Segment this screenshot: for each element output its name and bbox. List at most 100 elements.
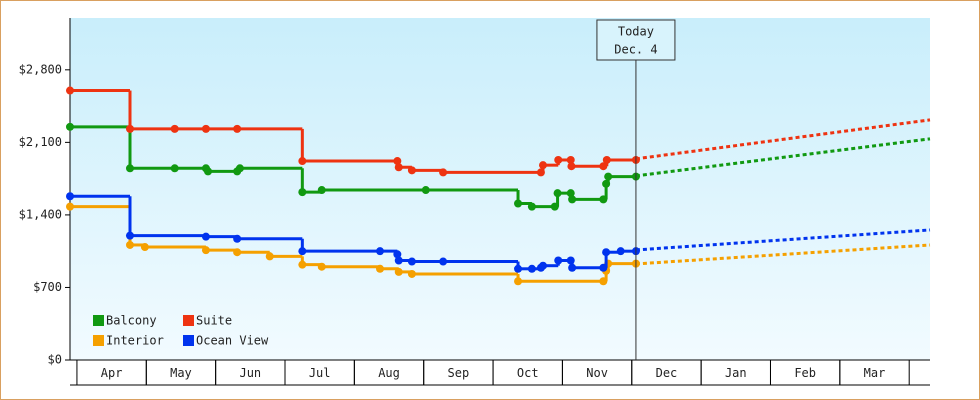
price-point xyxy=(140,243,149,252)
price-point xyxy=(514,199,523,208)
price-point xyxy=(407,257,416,266)
price-point xyxy=(125,231,134,240)
price-point xyxy=(599,162,608,171)
today-label: Today xyxy=(618,25,654,39)
forecast-line xyxy=(635,118,931,161)
price-point xyxy=(394,267,403,276)
price-point xyxy=(298,157,307,166)
price-point xyxy=(66,192,74,201)
price-point xyxy=(125,164,134,173)
price-point xyxy=(66,122,74,131)
price-point xyxy=(233,248,242,257)
y-tick-label: $2,800 xyxy=(19,62,62,76)
price-point xyxy=(527,202,536,211)
price-point xyxy=(317,186,326,195)
price-point xyxy=(602,248,611,257)
price-point xyxy=(66,86,74,95)
price-point xyxy=(170,164,179,173)
today-label: Dec. 4 xyxy=(614,43,657,57)
x-tick-label: Nov xyxy=(586,366,608,380)
price-point xyxy=(170,124,179,133)
legend-swatch xyxy=(93,315,104,326)
forecast-line xyxy=(635,228,931,252)
price-point xyxy=(204,167,213,176)
y-tick-label: $0 xyxy=(48,353,62,367)
legend-swatch xyxy=(183,315,194,326)
x-tick-label: Dec xyxy=(656,366,678,380)
x-tick-label: Sep xyxy=(448,366,470,380)
price-point xyxy=(125,240,134,249)
x-tick-label: May xyxy=(170,366,192,380)
price-point xyxy=(125,124,134,133)
price-point xyxy=(566,256,575,265)
price-point xyxy=(201,124,210,133)
price-point xyxy=(376,247,385,256)
price-point xyxy=(66,202,74,211)
price-point xyxy=(553,189,562,198)
price-point xyxy=(554,155,563,164)
price-point xyxy=(514,264,523,273)
price-point xyxy=(235,164,244,173)
price-point xyxy=(201,246,210,255)
price-point xyxy=(394,256,403,265)
price-point xyxy=(550,202,559,211)
price-point xyxy=(376,264,385,273)
legend-swatch xyxy=(93,335,104,346)
forecast-line xyxy=(635,243,931,266)
legend-label: Suite xyxy=(196,314,232,328)
price-point xyxy=(407,166,416,175)
legend-label: Interior xyxy=(106,334,164,348)
price-point xyxy=(298,188,307,197)
legend-label: Ocean View xyxy=(196,334,269,348)
forecast-line xyxy=(635,137,931,178)
y-tick-label: $700 xyxy=(33,280,62,294)
legend-label: Balcony xyxy=(106,314,157,328)
price-point xyxy=(298,247,307,256)
price-point xyxy=(566,155,575,164)
price-point xyxy=(439,257,448,266)
price-point xyxy=(599,277,608,286)
price-point xyxy=(599,195,608,204)
x-tick-label: Apr xyxy=(101,366,123,380)
price-point xyxy=(599,263,608,272)
price-point xyxy=(602,179,611,188)
price-point xyxy=(567,162,576,171)
price-point xyxy=(421,186,430,195)
y-tick-label: $2,100 xyxy=(19,135,62,149)
legend-swatch xyxy=(183,335,194,346)
price-point xyxy=(604,172,613,181)
x-tick-label: Feb xyxy=(794,366,816,380)
price-point xyxy=(233,124,242,133)
price-point xyxy=(265,252,274,261)
price-point xyxy=(393,250,402,259)
price-point xyxy=(566,189,575,198)
price-point xyxy=(536,168,545,177)
today-box xyxy=(596,19,676,61)
price-point xyxy=(568,195,577,204)
price-point xyxy=(233,234,242,243)
price-point xyxy=(554,256,563,265)
x-tick-label: Oct xyxy=(517,366,539,380)
x-tick-label: Aug xyxy=(378,366,400,380)
x-tick-label: Jan xyxy=(725,366,747,380)
price-point xyxy=(298,260,307,269)
x-tick-label: Jun xyxy=(239,366,261,380)
y-tick-label: $1,400 xyxy=(19,207,62,221)
x-tick-label: Jul xyxy=(309,366,331,380)
price-point xyxy=(393,157,402,166)
price-point xyxy=(407,269,416,278)
price-point xyxy=(394,163,403,172)
price-point xyxy=(616,247,625,256)
price-point xyxy=(439,168,448,177)
price-point xyxy=(539,161,547,170)
x-tick-label: Mar xyxy=(864,366,886,380)
price-point xyxy=(568,263,577,272)
price-point xyxy=(539,261,547,270)
price-point xyxy=(602,155,611,164)
price-point xyxy=(527,264,536,273)
price-point xyxy=(514,277,523,286)
price-point xyxy=(201,232,210,241)
price-point xyxy=(317,262,326,271)
